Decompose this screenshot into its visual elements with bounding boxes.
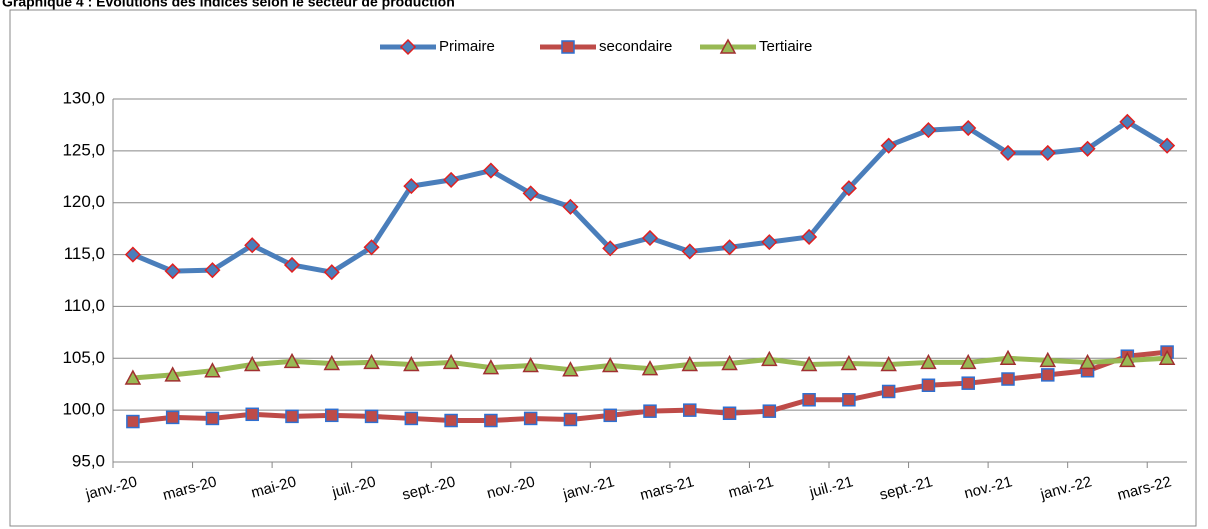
marker bbox=[1001, 372, 1015, 386]
y-tick-label: 120,0 bbox=[62, 192, 105, 211]
marker bbox=[1119, 113, 1136, 130]
y-tick-label: 115,0 bbox=[64, 244, 105, 263]
marker bbox=[961, 376, 975, 390]
marker bbox=[522, 356, 539, 373]
marker bbox=[204, 362, 221, 378]
marker bbox=[641, 360, 659, 376]
marker bbox=[1079, 140, 1096, 157]
marker bbox=[722, 406, 737, 421]
marker bbox=[681, 243, 698, 260]
marker bbox=[762, 404, 777, 418]
marker bbox=[601, 356, 619, 373]
marker bbox=[124, 369, 142, 385]
marker bbox=[721, 239, 738, 256]
marker bbox=[482, 359, 500, 375]
marker bbox=[842, 393, 856, 407]
marker bbox=[323, 354, 341, 371]
marker bbox=[363, 353, 380, 370]
marker bbox=[403, 178, 420, 195]
marker bbox=[802, 393, 816, 407]
marker bbox=[761, 234, 778, 251]
y-tick-label: 95,0 bbox=[72, 451, 105, 470]
marker bbox=[442, 353, 460, 370]
marker bbox=[801, 228, 818, 246]
marker bbox=[164, 263, 181, 280]
marker bbox=[522, 185, 539, 202]
legend-label: Tertiaire bbox=[759, 38, 812, 55]
marker bbox=[603, 408, 617, 423]
marker bbox=[999, 349, 1017, 366]
y-tick-label: 130,0 bbox=[62, 88, 105, 107]
marker bbox=[164, 366, 181, 382]
marker bbox=[482, 162, 499, 179]
marker bbox=[920, 122, 937, 139]
chart-frame bbox=[9, 9, 1197, 527]
marker bbox=[999, 144, 1017, 161]
marker bbox=[1039, 351, 1057, 368]
marker bbox=[244, 237, 261, 254]
marker bbox=[1039, 144, 1056, 161]
marker bbox=[325, 408, 339, 423]
marker bbox=[960, 119, 977, 137]
marker bbox=[245, 407, 259, 422]
marker bbox=[681, 355, 699, 372]
legend-label: Primaire bbox=[439, 38, 495, 55]
marker bbox=[641, 229, 659, 247]
marker bbox=[563, 412, 578, 427]
marker bbox=[204, 262, 221, 279]
marker bbox=[1159, 137, 1176, 154]
marker bbox=[761, 350, 778, 367]
marker bbox=[721, 354, 738, 371]
marker bbox=[602, 240, 619, 257]
marker bbox=[364, 409, 379, 424]
marker bbox=[323, 264, 340, 281]
marker bbox=[523, 411, 538, 426]
marker bbox=[1158, 349, 1176, 366]
marker bbox=[1079, 353, 1096, 370]
marker bbox=[880, 355, 897, 372]
marker bbox=[920, 353, 937, 370]
marker bbox=[124, 246, 141, 263]
marker bbox=[283, 352, 301, 369]
marker bbox=[363, 239, 380, 256]
marker bbox=[921, 378, 936, 393]
marker bbox=[403, 355, 420, 372]
marker bbox=[404, 411, 419, 426]
marker bbox=[800, 355, 818, 372]
marker bbox=[1041, 368, 1055, 382]
marker bbox=[399, 38, 417, 56]
marker bbox=[840, 354, 858, 371]
marker bbox=[243, 355, 261, 372]
marker bbox=[205, 411, 220, 426]
marker bbox=[880, 137, 897, 154]
chart-title: Graphique 4 : Evolutions des indices sel… bbox=[2, 0, 455, 10]
legend-label: secondaire bbox=[599, 38, 672, 55]
marker bbox=[643, 404, 657, 418]
marker bbox=[562, 198, 579, 215]
marker bbox=[444, 413, 458, 428]
marker bbox=[126, 414, 140, 429]
marker bbox=[881, 384, 896, 399]
y-tick-label: 125,0 bbox=[62, 140, 105, 159]
marker bbox=[285, 409, 299, 424]
marker bbox=[283, 256, 301, 274]
marker bbox=[165, 410, 180, 425]
marker bbox=[1119, 351, 1136, 368]
marker bbox=[719, 38, 737, 54]
marker bbox=[443, 171, 460, 188]
y-tick-label: 110,0 bbox=[64, 296, 105, 315]
y-tick-label: 105,0 bbox=[62, 348, 105, 367]
marker bbox=[562, 361, 579, 377]
marker bbox=[840, 180, 857, 197]
marker bbox=[561, 40, 575, 54]
marker bbox=[484, 413, 498, 428]
y-tick-label: 100,0 bbox=[62, 400, 105, 419]
marker bbox=[683, 403, 697, 417]
marker bbox=[959, 353, 977, 370]
